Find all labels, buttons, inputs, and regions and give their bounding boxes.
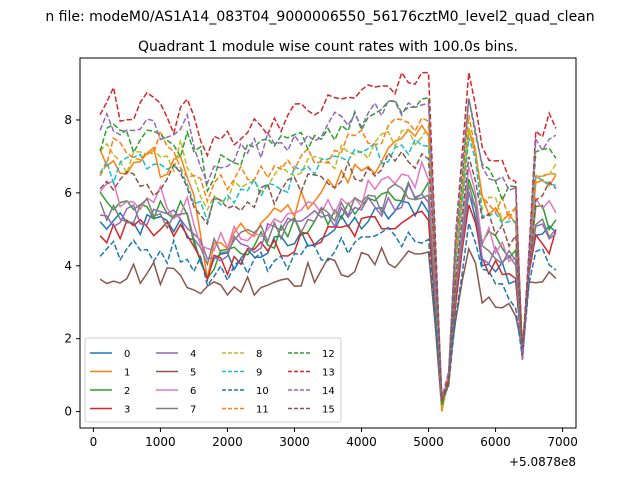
legend-label-5: 5 (190, 368, 196, 379)
legend-label-11: 11 (256, 405, 269, 416)
legend-frame (84, 337, 342, 423)
x-tick-label: 0 (90, 435, 98, 449)
series-line-5 (99, 245, 557, 412)
y-tick-label: 2 (64, 332, 72, 346)
legend-label-9: 9 (256, 368, 262, 379)
legend-label-0: 0 (124, 349, 130, 360)
y-tick-label: 8 (64, 113, 72, 127)
legend-label-7: 7 (190, 405, 196, 416)
series-line-13 (99, 70, 557, 401)
x-tick-label: 7000 (547, 435, 578, 449)
legend-label-15: 15 (322, 405, 335, 416)
x-tick-label: 5000 (413, 435, 444, 449)
series-line-9 (99, 137, 557, 400)
x-tick-label: 2000 (212, 435, 243, 449)
chart-title: Quadrant 1 module wise count rates with … (138, 39, 518, 55)
legend-label-14: 14 (322, 386, 335, 397)
legend-label-2: 2 (124, 386, 130, 397)
legend-label-13: 13 (322, 368, 335, 379)
series-line-10 (99, 222, 557, 402)
x-tick-label: 4000 (346, 435, 377, 449)
legend-label-3: 3 (124, 405, 130, 416)
series-line-14 (99, 98, 557, 399)
x-tick-label: 6000 (480, 435, 511, 449)
y-tick-label: 6 (64, 186, 72, 200)
figure-suptitle: n file: modeM0/AS1A14_083T04_9000006550_… (45, 9, 594, 25)
tick-layer: 0 1000 2000 3000 4000 5000 6000 7000 0 2 4 6 8 (64, 113, 578, 449)
series-line-7 (99, 183, 557, 407)
x-offset-label: +5.0878e8 (509, 455, 576, 469)
legend-label-10: 10 (256, 386, 269, 397)
series-line-4 (99, 182, 557, 403)
series-line-12 (99, 96, 557, 406)
series-layer (99, 70, 557, 412)
series-line-11 (99, 115, 556, 412)
x-tick-label: 3000 (279, 435, 310, 449)
series-line-15 (99, 150, 557, 401)
legend-label-8: 8 (256, 349, 262, 360)
y-tick-label: 4 (64, 259, 72, 273)
y-tick-label: 0 (64, 405, 72, 419)
legend-label-4: 4 (190, 349, 196, 360)
legend-label-6: 6 (190, 386, 196, 397)
x-tick-label: 1000 (145, 435, 176, 449)
legend-label-1: 1 (124, 368, 130, 379)
series-line-6 (99, 159, 557, 407)
legend-label-12: 12 (322, 349, 335, 360)
